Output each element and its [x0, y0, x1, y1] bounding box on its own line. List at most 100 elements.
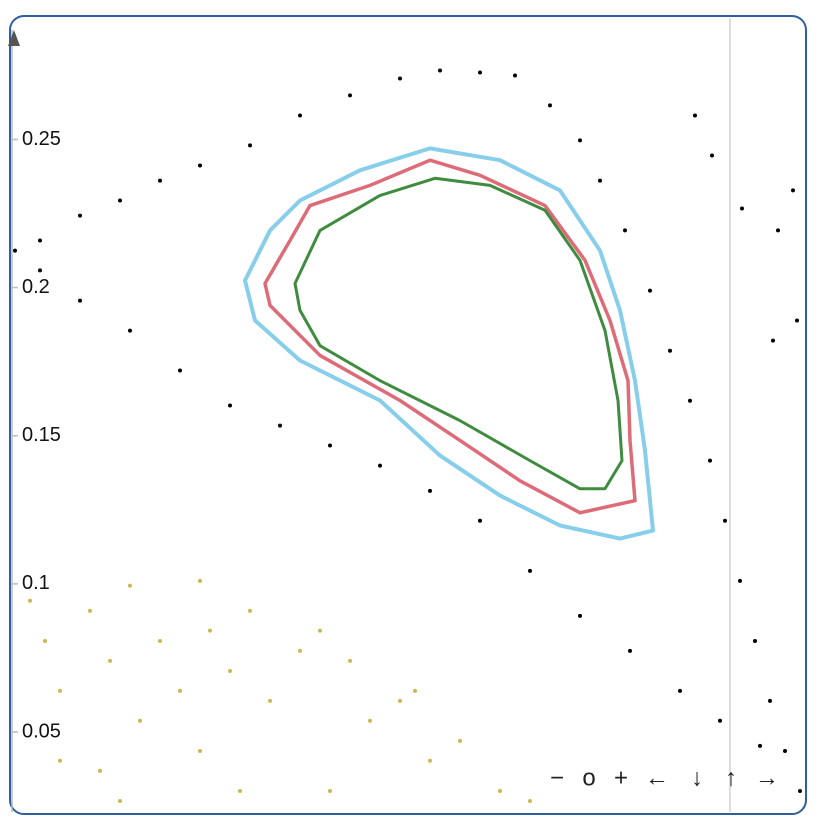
point [753, 639, 757, 644]
point [776, 228, 780, 233]
point [28, 598, 32, 603]
point [38, 238, 42, 243]
point [528, 799, 532, 804]
point [298, 648, 302, 653]
point [578, 138, 582, 143]
point [578, 613, 582, 618]
point [723, 518, 727, 523]
point [623, 228, 627, 233]
y-tick-label: 0.1 [22, 572, 50, 594]
point [198, 578, 202, 583]
point [318, 628, 322, 633]
point [108, 658, 112, 663]
point [118, 799, 122, 804]
point [158, 639, 162, 644]
point [795, 318, 799, 323]
point [478, 70, 482, 75]
point [758, 743, 762, 748]
point [78, 298, 82, 303]
contour-line [243, 146, 655, 541]
point [278, 423, 282, 428]
point [798, 788, 802, 793]
toolbar-button[interactable]: ↑ [725, 764, 737, 791]
point [98, 768, 102, 773]
toolbar-button[interactable]: ← [645, 764, 669, 791]
point [398, 698, 402, 703]
y-tick-label: 0.25 [22, 128, 61, 150]
point [548, 103, 552, 108]
toolbar-button[interactable]: → [755, 764, 779, 791]
point [458, 738, 462, 743]
point [648, 288, 652, 293]
point [738, 578, 742, 583]
point [238, 788, 242, 793]
contour-line [263, 158, 637, 515]
point [328, 443, 332, 448]
point [228, 668, 232, 673]
point [693, 113, 697, 118]
point [348, 93, 352, 98]
y-ticks: 0.25 0.2 0.15 0.1 0.05 [12, 128, 61, 742]
point [58, 758, 62, 763]
point [740, 206, 744, 211]
point [78, 213, 82, 218]
point [783, 748, 787, 753]
point [718, 718, 722, 723]
plot-area [13, 68, 802, 804]
point [13, 248, 17, 253]
point [478, 518, 482, 523]
y-tick-label: 0.15 [22, 424, 61, 446]
point [128, 328, 132, 333]
point [248, 143, 252, 148]
point [791, 188, 795, 193]
point [328, 788, 332, 793]
toolbar-button[interactable]: ↓ [691, 764, 703, 791]
point [413, 688, 417, 693]
point [528, 568, 532, 573]
point [208, 628, 212, 633]
point [298, 113, 302, 118]
point [428, 758, 432, 763]
point [228, 403, 232, 408]
point [378, 463, 382, 468]
frame [9, 15, 807, 815]
point [368, 718, 372, 723]
point [498, 788, 502, 793]
point [348, 658, 352, 663]
point [178, 688, 182, 693]
point [248, 608, 252, 613]
toolbar-button[interactable]: + [614, 764, 628, 791]
axis-arrow [8, 30, 20, 46]
point [513, 73, 517, 78]
toolbar-button[interactable]: − [550, 764, 564, 791]
point [38, 268, 42, 273]
point [58, 688, 62, 693]
point [198, 163, 202, 168]
point [178, 368, 182, 373]
y-tick-label: 0.2 [22, 276, 50, 298]
toolbar: − o + ← ↓ ↑ → [550, 764, 779, 791]
point [198, 748, 202, 753]
toolbar-button[interactable]: o [582, 764, 595, 791]
point [428, 488, 432, 493]
point [688, 398, 692, 403]
point [118, 198, 122, 203]
contour-line [293, 176, 624, 491]
point [668, 348, 672, 353]
point [678, 688, 682, 693]
point [771, 338, 775, 343]
point [438, 68, 442, 73]
point [768, 698, 772, 703]
point [158, 178, 162, 183]
point [708, 458, 712, 463]
point [128, 583, 132, 588]
point [88, 608, 92, 613]
point [710, 153, 714, 158]
point [268, 698, 272, 703]
point [598, 178, 602, 183]
point [43, 639, 47, 644]
y-tick-label: 0.05 [22, 720, 61, 742]
point [628, 648, 632, 653]
